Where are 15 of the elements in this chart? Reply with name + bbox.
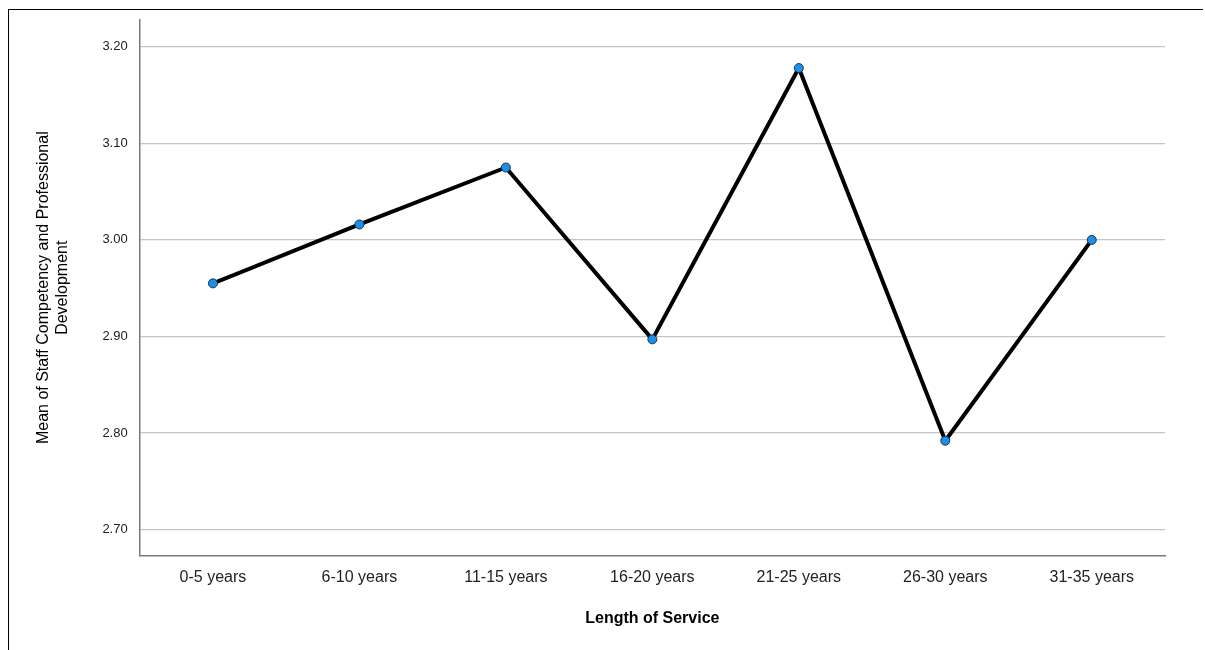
y-tick-label: 2.90 xyxy=(102,328,128,344)
y-tick-label: 3.10 xyxy=(102,134,128,150)
y-axis-title: Mean of Staff Competency and Professional Development xyxy=(34,131,71,445)
x-axis-title: Length of Service xyxy=(585,608,720,626)
x-tick-label: 6-10 years xyxy=(321,567,398,585)
y-tick-label: 3.20 xyxy=(102,38,128,54)
x-tick-label: 26-30 years xyxy=(903,567,988,585)
x-tick-label: 31-35 years xyxy=(1049,567,1135,585)
x-tick-label: 11-15 years xyxy=(464,567,548,585)
y-tick-label: 2.70 xyxy=(102,521,128,537)
y-tick-label: 2.80 xyxy=(102,424,128,440)
y-tick-label: 3.00 xyxy=(102,231,128,247)
x-tick-label: 16-20 years xyxy=(610,567,695,585)
x-tick-label: 21-25 years xyxy=(756,567,842,585)
x-tick-label: 0-5 years xyxy=(179,567,247,585)
